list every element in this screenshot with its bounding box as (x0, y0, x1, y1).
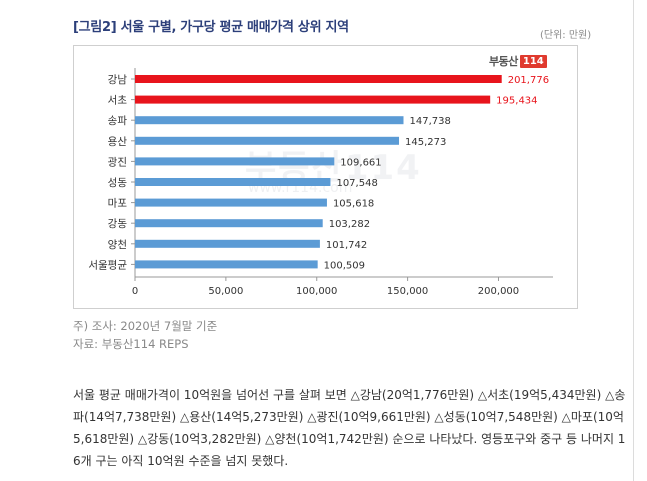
logo-badge: 114 (519, 54, 547, 68)
logo-text: 부동산 (489, 55, 518, 68)
chart-title: [그림2] 서울 구별, 가구당 평균 매매가격 상위 지역 (73, 20, 349, 35)
category-label: 강남 (108, 74, 128, 86)
x-tick-label: 200,000 (478, 286, 519, 297)
category-label: 성동 (108, 177, 128, 189)
category-label: 강동 (108, 218, 128, 230)
article-paragraph: 서울 평균 매매가격이 10억원을 넘어선 구를 살펴 보면 △강남(20억1,… (73, 388, 626, 468)
footnote-survey: 주) 조사: 2020년 7월말 기준 (73, 319, 218, 333)
bar (135, 75, 502, 83)
bar (135, 239, 320, 248)
bar (135, 157, 335, 166)
value-label: 107,548 (336, 178, 377, 189)
category-label: 송파 (108, 115, 128, 127)
x-tick-label: 100,000 (296, 286, 337, 297)
category-label: 서초 (108, 95, 128, 107)
footnote-source: 자료: 부동산114 REPS (73, 337, 189, 351)
category-label: 서울평균 (88, 259, 127, 271)
bar (135, 136, 400, 145)
bar (135, 219, 323, 228)
value-label: 105,618 (333, 199, 374, 210)
page-divider (633, 0, 634, 481)
category-label: 광진 (108, 156, 127, 168)
category-label: 용산 (108, 136, 128, 148)
category-label: 양천 (108, 239, 127, 251)
value-label: 147,738 (409, 116, 450, 127)
bar (135, 260, 318, 269)
value-label: 103,282 (329, 219, 370, 230)
bar (135, 95, 491, 104)
category-label: 마포 (108, 198, 128, 210)
logo: 부동산 114 (489, 52, 547, 70)
value-label: 201,776 (508, 75, 549, 86)
value-label: 109,661 (340, 157, 381, 168)
bar (135, 198, 327, 207)
value-label: 101,742 (326, 240, 367, 251)
value-label: 100,509 (324, 260, 365, 271)
x-tick-label: 0 (132, 286, 138, 297)
bar (135, 178, 331, 186)
value-label: 195,434 (496, 96, 537, 107)
value-label: 145,273 (405, 137, 446, 148)
bar (135, 116, 404, 125)
x-tick-label: 50,000 (208, 286, 243, 297)
unit-label: (단위: 만원) (540, 30, 592, 41)
x-tick-label: 150,000 (387, 286, 428, 297)
